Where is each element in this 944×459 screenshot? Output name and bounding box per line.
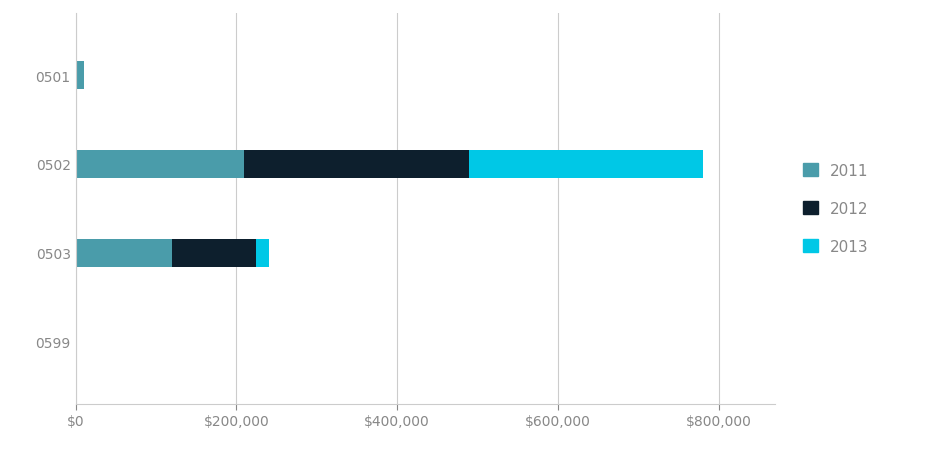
Bar [256, 239, 268, 267]
Bar [244, 150, 469, 179]
Bar [76, 239, 172, 267]
Bar [76, 150, 244, 179]
Bar [172, 239, 256, 267]
Bar [76, 62, 84, 90]
Bar [469, 150, 701, 179]
Legend: 2011, 2012, 2013: 2011, 2012, 2013 [796, 157, 874, 260]
